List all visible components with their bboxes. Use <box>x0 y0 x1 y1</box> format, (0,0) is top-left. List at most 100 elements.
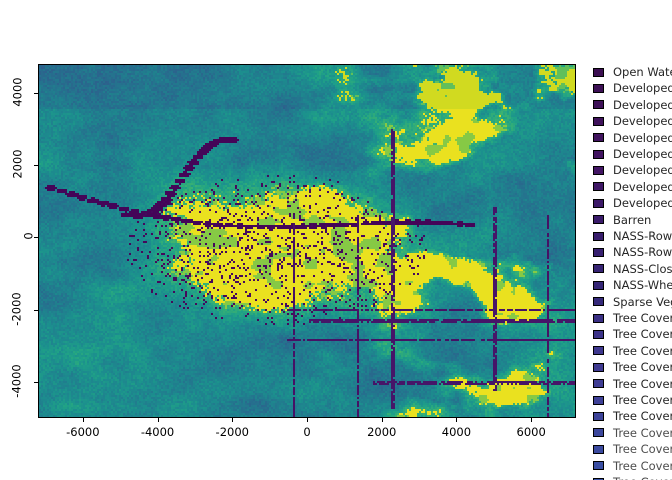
y-tick-label: 4000 <box>10 77 25 107</box>
x-tick <box>157 418 159 422</box>
legend-swatch <box>593 247 604 257</box>
raster-axes[interactable] <box>38 64 576 418</box>
x-tick-label: 6000 <box>516 425 546 439</box>
legend-item[interactable]: Tree Cover <box>590 359 672 375</box>
legend-item[interactable]: Developed- <box>590 97 672 113</box>
legend-label: Tree Cover <box>613 425 672 440</box>
legend-label: Tree Cover <box>613 476 672 480</box>
legend-item[interactable]: NASS-Whe <box>590 277 672 293</box>
legend-swatch <box>593 395 604 405</box>
legend-swatch <box>593 116 604 126</box>
x-tick <box>531 418 533 422</box>
x-tick <box>82 418 84 422</box>
legend-swatch <box>593 428 604 438</box>
y-tick-label: -4000 <box>9 364 24 398</box>
legend-swatch <box>593 165 604 175</box>
legend-item[interactable]: Tree Cover <box>590 425 672 441</box>
legend-label: Tree Cover <box>613 360 672 375</box>
legend-label: Tree Cover <box>613 409 672 424</box>
legend-item[interactable]: Tree Cover <box>590 310 672 326</box>
legend-item[interactable]: Developed- <box>590 113 672 129</box>
legend-item[interactable]: Tree Cover <box>590 441 672 457</box>
legend-swatch <box>593 411 604 421</box>
legend-swatch <box>593 313 604 323</box>
x-tick-label: -4000 <box>140 425 175 439</box>
legend-item[interactable]: Open Water <box>590 64 672 80</box>
legend-item[interactable]: NASS-Row <box>590 228 672 244</box>
legend-item[interactable]: Tree Cover <box>590 392 672 408</box>
y-tick-label: -2000 <box>9 291 24 326</box>
x-tick-label: -6000 <box>66 425 100 439</box>
x-tick <box>307 418 308 422</box>
legend-label: Tree Cover <box>613 442 672 457</box>
legend-swatch <box>593 379 604 389</box>
x-tick-label: -2000 <box>215 425 249 439</box>
legend-item[interactable]: Tree Cover <box>590 458 672 474</box>
raster-canvas <box>39 65 575 417</box>
legend-label: Tree Cover <box>613 343 672 358</box>
legend-label: NASS-Row <box>613 245 672 260</box>
legend-label: Sparse Veg <box>613 294 672 309</box>
legend-label: Open Water <box>613 65 672 79</box>
x-tick <box>456 418 458 422</box>
legend-item[interactable]: Developed- <box>590 162 672 178</box>
legend-label: NASS-Clos <box>613 261 672 276</box>
legend-item[interactable]: Tree Cover <box>590 343 672 359</box>
x-tick-label: 2000 <box>367 425 397 439</box>
legend-swatch <box>593 461 604 471</box>
legend-item[interactable]: Developed- <box>590 195 672 211</box>
legend-swatch <box>593 280 604 290</box>
legend-swatch <box>593 100 604 110</box>
legend-item[interactable]: Tree Cover <box>590 326 672 342</box>
x-tick-label: 0 <box>303 425 311 439</box>
legend-label: Developed- <box>613 147 672 161</box>
y-tick <box>34 309 38 311</box>
legend-label: Developed- <box>613 81 672 96</box>
legend-label: Tree Cover <box>613 393 672 407</box>
legend-swatch <box>593 362 604 372</box>
legend-swatch <box>593 182 604 192</box>
legend-label: Tree Cover <box>613 458 672 473</box>
x-tick <box>232 418 234 422</box>
landcover-raster-image <box>39 65 575 417</box>
legend-label: Developed- <box>613 196 672 211</box>
legend-swatch <box>593 83 604 93</box>
legend-item[interactable]: Developed- <box>590 179 672 195</box>
legend-swatch <box>593 264 604 274</box>
y-tick <box>34 165 38 167</box>
legend-label: Developed- <box>613 163 672 178</box>
legend-label: NASS-Row <box>613 229 672 243</box>
legend-label: NASS-Whe <box>613 278 672 293</box>
legend-item[interactable]: NASS-Clos <box>590 261 672 277</box>
legend-swatch <box>593 297 604 307</box>
legend-item[interactable]: Developed- <box>590 146 672 162</box>
legend-item[interactable]: Sparse Veg <box>590 294 672 310</box>
legend-label: Developed- <box>613 130 672 145</box>
legend-item[interactable]: Barren <box>590 212 651 228</box>
legend-swatch <box>593 133 604 143</box>
legend-swatch <box>593 231 604 241</box>
legend-item[interactable]: Developed- <box>590 80 672 96</box>
legend-label: Developed- <box>613 179 672 194</box>
y-tick <box>34 381 38 383</box>
legend-label: Barren <box>613 212 652 227</box>
legend-item[interactable]: Tree Cover <box>590 376 672 392</box>
legend-item[interactable]: Tree Cover <box>590 474 672 480</box>
legend-item[interactable]: Tree Cover <box>590 408 672 424</box>
legend-label: Tree Cover <box>613 376 672 391</box>
legend-swatch <box>593 346 604 356</box>
legend-item[interactable]: Developed- <box>590 130 672 146</box>
x-tick-label: 4000 <box>441 425 472 439</box>
legend-label: Tree Cover <box>613 327 672 342</box>
legend-swatch <box>593 329 604 339</box>
legend-label: Developed- <box>613 114 672 129</box>
legend-swatch <box>593 215 604 225</box>
legend[interactable]: Open WaterDeveloped-Developed-Developed-… <box>590 64 672 480</box>
legend-swatch <box>593 67 604 77</box>
y-tick-label: 2000 <box>10 149 25 179</box>
legend-swatch <box>593 149 604 159</box>
legend-swatch <box>593 477 604 480</box>
legend-label: Tree Cover <box>613 311 672 325</box>
legend-item[interactable]: NASS-Row <box>590 244 672 260</box>
